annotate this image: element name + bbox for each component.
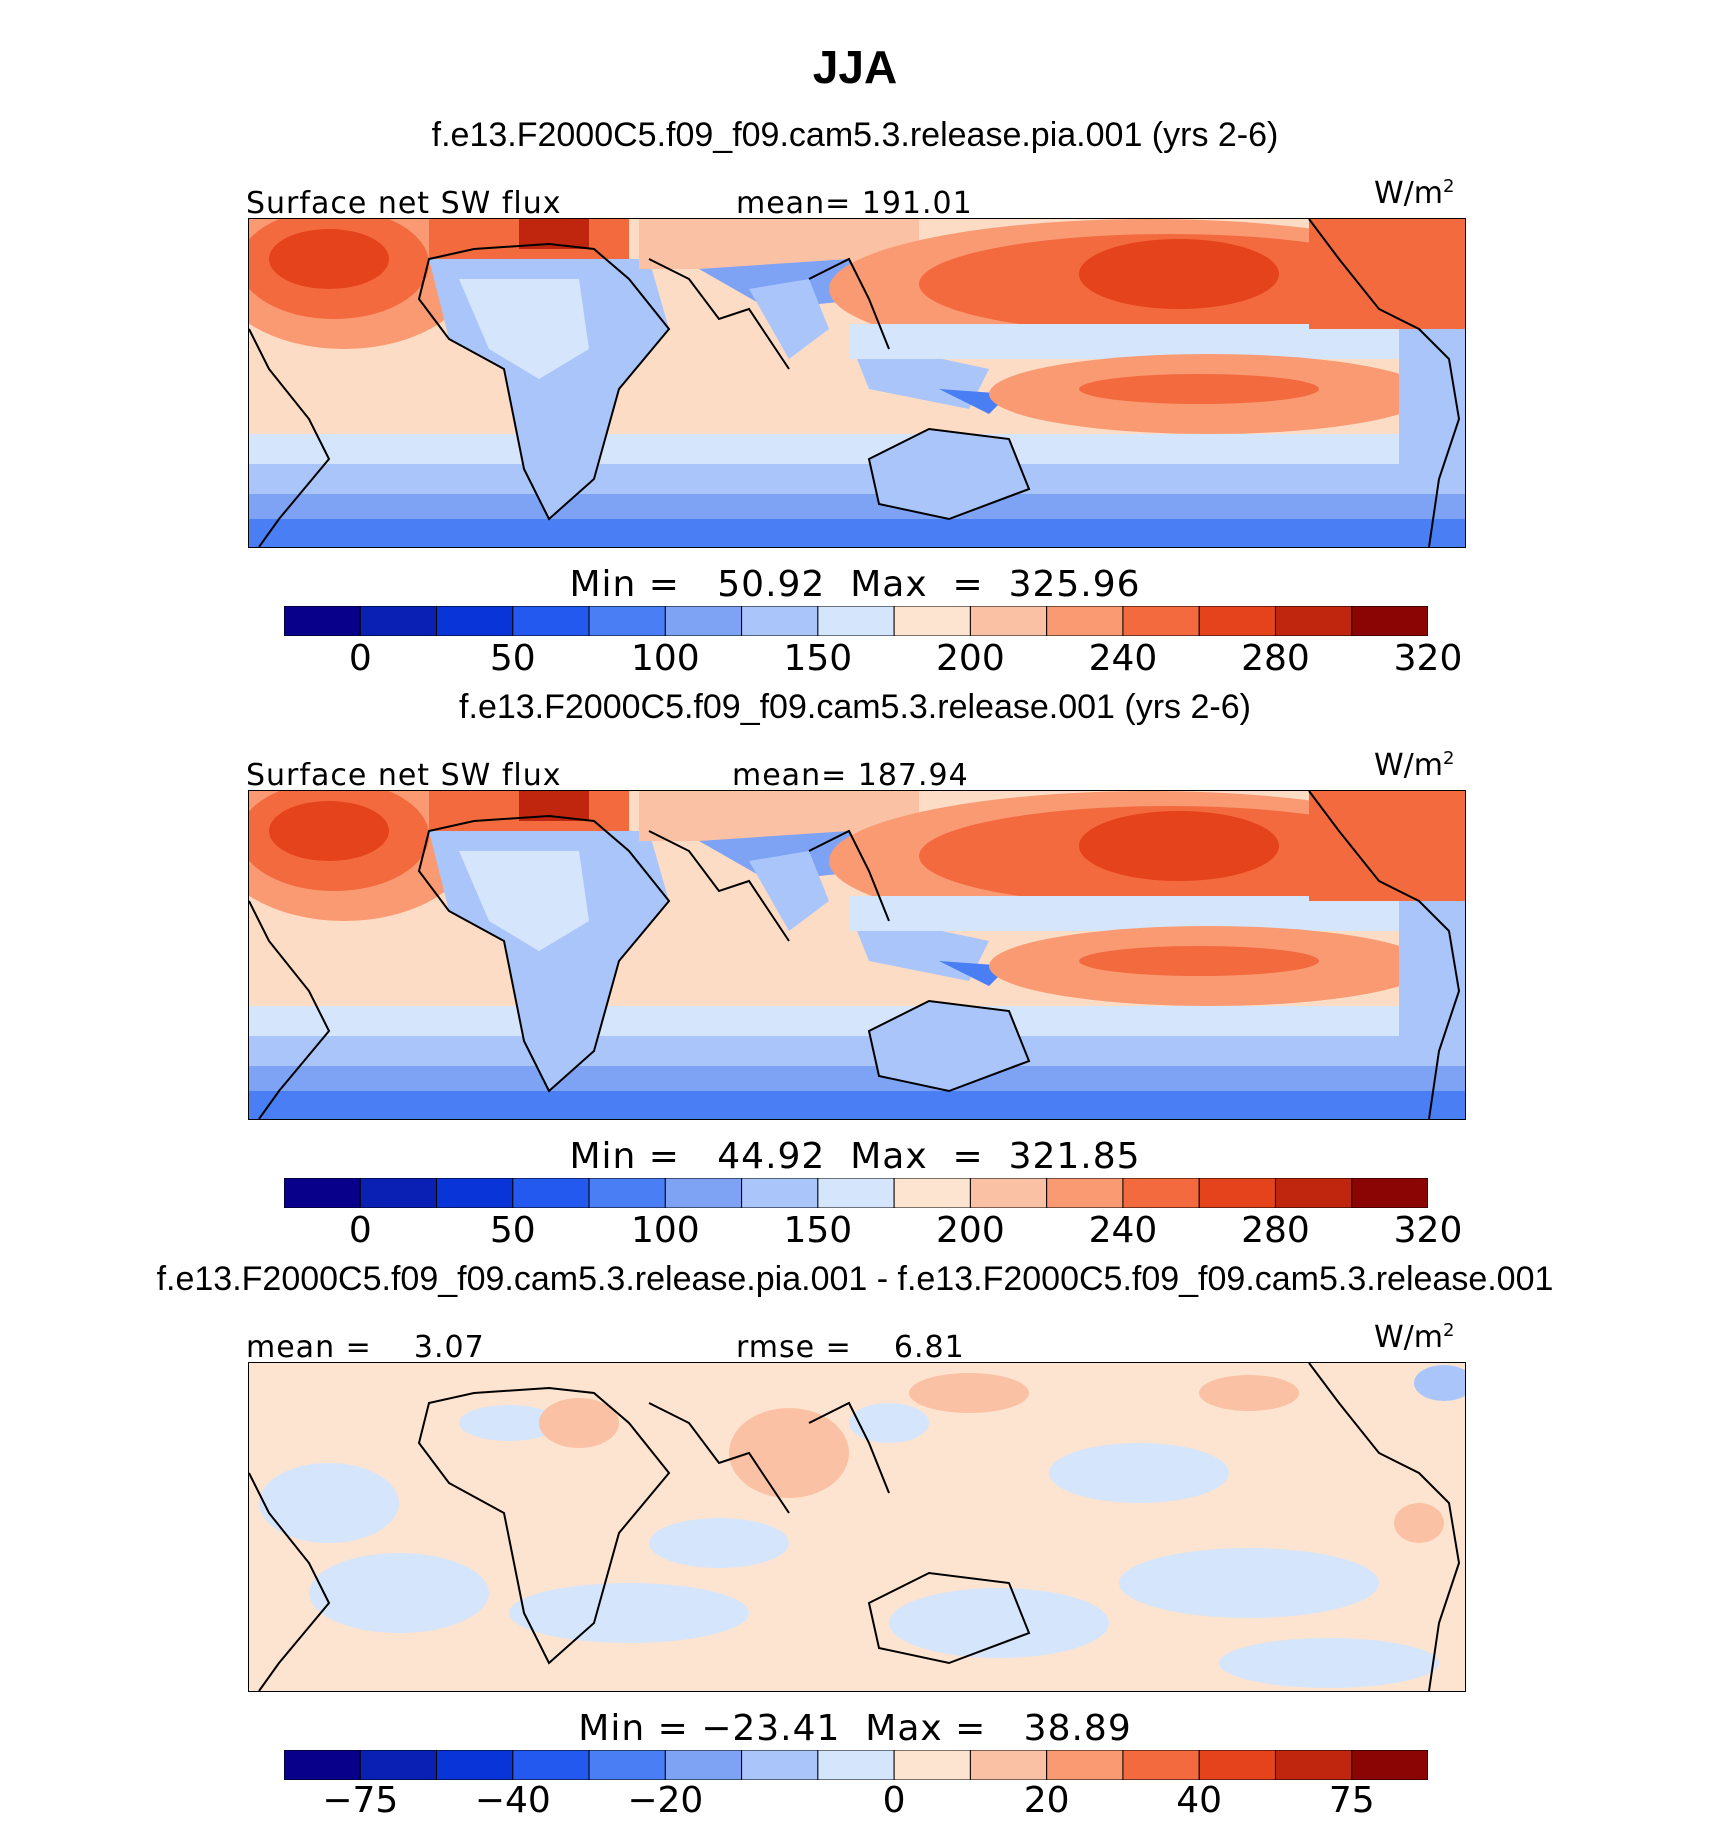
panel-1-minmax: Min = 50.92 Max = 325.96 [569, 564, 1141, 605]
colorbar-swatch [741, 606, 819, 636]
colorbar-swatch [284, 1178, 361, 1208]
colorbar-swatch [1122, 1178, 1200, 1208]
panel-3-map [248, 1362, 1466, 1692]
colorbar-tick-label: 320 [1393, 1210, 1463, 1251]
panel-1-units: W/m2 [1374, 176, 1455, 211]
colorbar-tick-label: 200 [936, 1210, 1005, 1251]
colorbar-tick-label: 20 [1023, 1780, 1070, 1821]
colorbar-swatch [1198, 1178, 1276, 1208]
panel-3-colorbar-ticks: −75 −40 −20 0 20 40 75 [284, 1780, 1428, 1824]
colorbar-swatch [1351, 1750, 1428, 1780]
colorbar-swatch [1351, 606, 1428, 636]
colorbar-tick-label: 280 [1241, 1210, 1310, 1251]
colorbar-swatch [893, 606, 971, 636]
colorbar-swatch [741, 1178, 819, 1208]
panel-3-mean-label: mean = 3.07 [246, 1330, 485, 1365]
panel-3-colorbar [284, 1750, 1428, 1780]
colorbar-swatch [1274, 606, 1353, 636]
colorbar-swatch [359, 1750, 438, 1780]
colorbar-tick-label: −75 [322, 1780, 399, 1821]
colorbar-swatch [1046, 1178, 1124, 1208]
colorbar-swatch [817, 1178, 895, 1208]
panel-1-case-title: f.e13.F2000C5.f09_f09.cam5.3.release.pia… [431, 116, 1279, 154]
colorbar-tick-label: 240 [1088, 1210, 1158, 1251]
colorbar-swatch [359, 606, 438, 636]
panel-1-mean-label: mean= 191.01 [736, 186, 973, 221]
panel-2-units: W/m2 [1374, 748, 1455, 783]
colorbar-swatch [664, 606, 743, 636]
colorbar-tick-label: 75 [1328, 1780, 1375, 1821]
panel-3-case-title: f.e13.F2000C5.f09_f09.cam5.3.release.pia… [156, 1260, 1554, 1298]
colorbar-swatch [969, 606, 1048, 636]
panel-2-map [248, 790, 1466, 1120]
panel-2-map-field [249, 791, 1465, 1119]
colorbar-swatch [512, 1178, 590, 1208]
colorbar-tick-label: 100 [630, 638, 700, 679]
colorbar-swatch [1046, 606, 1124, 636]
panel-1-variable-label: Surface net SW flux [246, 186, 562, 221]
panel-3-units: W/m2 [1374, 1320, 1455, 1355]
colorbar-tick-label: 0 [348, 638, 372, 679]
colorbar-swatch [359, 1178, 438, 1208]
panel-2-variable-label: Surface net SW flux [246, 758, 562, 793]
colorbar-tick-label: 0 [348, 1210, 372, 1251]
colorbar-swatch [741, 1750, 819, 1780]
colorbar-swatch [893, 1178, 971, 1208]
panel-1-map [248, 218, 1466, 548]
panel-3-minmax: Min = −23.41 Max = 38.89 [578, 1708, 1132, 1749]
colorbar-tick-label: −40 [474, 1780, 551, 1821]
panel-2-colorbar [284, 1178, 1428, 1208]
colorbar-swatch [284, 606, 361, 636]
panel-2-mean-label: mean= 187.94 [732, 758, 969, 793]
colorbar-swatch [436, 1750, 514, 1780]
colorbar-swatch [817, 1750, 895, 1780]
colorbar-swatch [588, 1178, 666, 1208]
colorbar-swatch [436, 606, 514, 636]
colorbar-tick-label: 240 [1088, 638, 1158, 679]
colorbar-tick-label: 50 [489, 1210, 536, 1251]
colorbar-tick-label: 40 [1176, 1780, 1223, 1821]
panel-2-minmax: Min = 44.92 Max = 321.85 [569, 1136, 1141, 1177]
colorbar-swatch [969, 1178, 1048, 1208]
colorbar-swatch [1046, 1750, 1124, 1780]
colorbar-swatch [436, 1178, 514, 1208]
colorbar-tick-label: 150 [783, 638, 853, 679]
panel-1-colorbar-ticks: 0 50 100 150 200 240 280 320 [284, 638, 1463, 682]
colorbar-swatch [1351, 1178, 1428, 1208]
colorbar-tick-label: 100 [630, 1210, 700, 1251]
colorbar-swatch [1122, 1750, 1200, 1780]
panel-2-case-title: f.e13.F2000C5.f09_f09.cam5.3.release.001… [459, 688, 1251, 726]
panel-1-colorbar [284, 606, 1428, 636]
colorbar-tick-label: 50 [489, 638, 536, 679]
colorbar-swatch [893, 1750, 971, 1780]
colorbar-swatch [1122, 606, 1200, 636]
colorbar-swatch [1198, 606, 1276, 636]
colorbar-swatch [664, 1750, 743, 1780]
panel-3-map-field [249, 1363, 1465, 1691]
colorbar-tick-label: 150 [783, 1210, 853, 1251]
colorbar-swatch [588, 1750, 666, 1780]
colorbar-tick-label: 0 [882, 1780, 906, 1821]
colorbar-tick-label: 280 [1241, 638, 1310, 679]
panel-1-map-field [249, 219, 1465, 547]
colorbar-swatch [284, 1750, 361, 1780]
colorbar-swatch [1198, 1750, 1276, 1780]
colorbar-swatch [817, 606, 895, 636]
colorbar-swatch [664, 1178, 743, 1208]
colorbar-swatch [512, 606, 590, 636]
panel-3-rmse-label: rmse = 6.81 [736, 1330, 965, 1365]
main-title: JJA [812, 41, 898, 93]
colorbar-swatch [1274, 1750, 1353, 1780]
colorbar-tick-label: −20 [627, 1780, 704, 1821]
colorbar-swatch [512, 1750, 590, 1780]
colorbar-swatch [1274, 1178, 1353, 1208]
colorbar-tick-label: 200 [936, 638, 1005, 679]
colorbar-swatch [969, 1750, 1048, 1780]
panel-2-colorbar-ticks: 0 50 100 150 200 240 280 320 [284, 1210, 1463, 1254]
colorbar-tick-label: 320 [1393, 638, 1463, 679]
colorbar-swatch [588, 606, 666, 636]
